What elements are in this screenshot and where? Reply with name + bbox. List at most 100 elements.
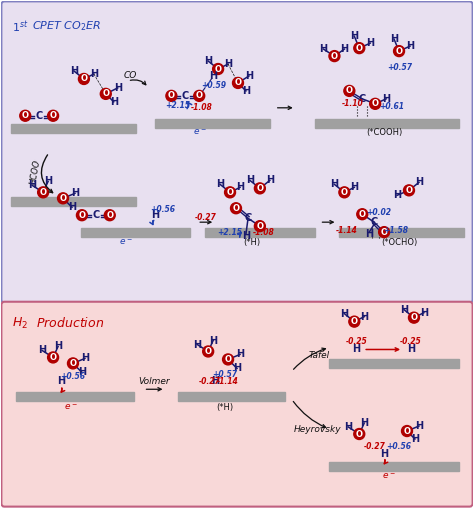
Text: C: C	[182, 91, 189, 101]
Circle shape	[20, 110, 31, 121]
Text: H: H	[209, 335, 217, 346]
Text: H: H	[319, 44, 328, 54]
Text: H: H	[68, 202, 76, 212]
Circle shape	[225, 187, 236, 198]
Circle shape	[194, 91, 205, 101]
Text: O: O	[102, 90, 109, 98]
Text: (*H): (*H)	[217, 403, 234, 412]
Text: O: O	[256, 184, 264, 193]
Text: H: H	[57, 376, 65, 386]
FancyArrowPatch shape	[130, 80, 146, 84]
Text: $e^-$: $e^-$	[119, 237, 133, 247]
Circle shape	[78, 73, 90, 84]
Text: O: O	[372, 99, 379, 108]
Text: O: O	[381, 228, 388, 237]
Text: H: H	[360, 312, 368, 322]
Text: O: O	[256, 221, 264, 231]
Text: CO: CO	[124, 71, 137, 80]
Text: H: H	[406, 41, 414, 51]
Bar	[339, 228, 464, 237]
Text: H: H	[44, 177, 52, 186]
Bar	[11, 124, 136, 133]
Text: O: O	[225, 355, 232, 364]
Text: H: H	[28, 180, 36, 190]
Text: O: O	[331, 51, 338, 61]
Text: +0.59: +0.59	[201, 81, 227, 91]
Text: H: H	[407, 345, 415, 354]
Text: O: O	[78, 211, 85, 220]
Text: H: H	[245, 71, 253, 81]
Text: H: H	[211, 376, 219, 386]
Bar	[81, 228, 190, 237]
Text: H: H	[400, 305, 408, 315]
Text: O: O	[60, 194, 66, 203]
Text: $e^-$: $e^-$	[64, 402, 78, 412]
Text: H: H	[246, 176, 254, 185]
Circle shape	[393, 46, 404, 56]
FancyBboxPatch shape	[1, 302, 473, 506]
Circle shape	[76, 210, 87, 221]
Text: C: C	[92, 210, 100, 220]
Bar	[329, 462, 459, 471]
Text: +1.58: +1.58	[383, 225, 409, 235]
Text: O: O	[356, 44, 363, 52]
Text: +0.02: +0.02	[367, 208, 392, 217]
Bar	[16, 392, 134, 401]
Circle shape	[67, 358, 78, 369]
Text: -0.27: -0.27	[363, 442, 385, 451]
Text: H: H	[366, 38, 374, 48]
Circle shape	[370, 98, 381, 109]
Text: H: H	[411, 434, 419, 444]
Text: $Production$: $Production$	[36, 316, 104, 330]
Text: H: H	[344, 422, 352, 432]
Circle shape	[37, 187, 49, 198]
Circle shape	[409, 312, 419, 323]
Text: H: H	[193, 340, 201, 350]
Text: C: C	[359, 94, 366, 104]
Circle shape	[223, 354, 234, 365]
FancyArrowPatch shape	[384, 460, 388, 464]
Text: O: O	[405, 186, 412, 195]
Text: O: O	[341, 188, 348, 197]
Text: H: H	[393, 190, 401, 201]
Circle shape	[100, 89, 111, 99]
Text: O: O	[233, 204, 239, 213]
Text: H: H	[38, 346, 46, 355]
Bar	[155, 119, 270, 128]
Text: O: O	[22, 111, 29, 120]
Text: H: H	[340, 44, 348, 54]
Text: HCOO: HCOO	[28, 159, 42, 186]
Circle shape	[57, 193, 69, 204]
Text: H: H	[54, 342, 62, 352]
Circle shape	[233, 77, 244, 89]
Text: H: H	[224, 59, 232, 69]
Text: -1.14: -1.14	[336, 225, 357, 235]
Text: +0.56: +0.56	[61, 372, 85, 381]
Text: H: H	[266, 176, 274, 185]
Text: H: H	[415, 178, 423, 187]
Text: O: O	[351, 317, 358, 326]
Text: $e^-$: $e^-$	[382, 471, 396, 480]
FancyArrowPatch shape	[41, 155, 53, 193]
Text: -0.25: -0.25	[400, 337, 422, 346]
Text: H: H	[78, 367, 86, 377]
Text: H: H	[90, 69, 98, 79]
Text: O: O	[70, 359, 76, 368]
Text: (*OCHO): (*OCHO)	[381, 238, 417, 246]
Text: -0.27: -0.27	[194, 213, 216, 222]
Text: O: O	[40, 188, 46, 197]
Text: H: H	[415, 421, 423, 431]
Text: -1.08: -1.08	[253, 228, 275, 237]
Circle shape	[47, 352, 59, 363]
Text: +0.56: +0.56	[150, 205, 175, 214]
Bar	[315, 119, 459, 128]
Text: H: H	[233, 363, 241, 374]
Circle shape	[344, 86, 355, 96]
Text: -0.25: -0.25	[346, 337, 367, 346]
Circle shape	[230, 203, 241, 214]
FancyArrowPatch shape	[187, 102, 191, 108]
Circle shape	[354, 429, 365, 439]
Text: O: O	[227, 188, 234, 197]
FancyArrowPatch shape	[61, 388, 64, 392]
Text: Volmer: Volmer	[139, 377, 170, 386]
